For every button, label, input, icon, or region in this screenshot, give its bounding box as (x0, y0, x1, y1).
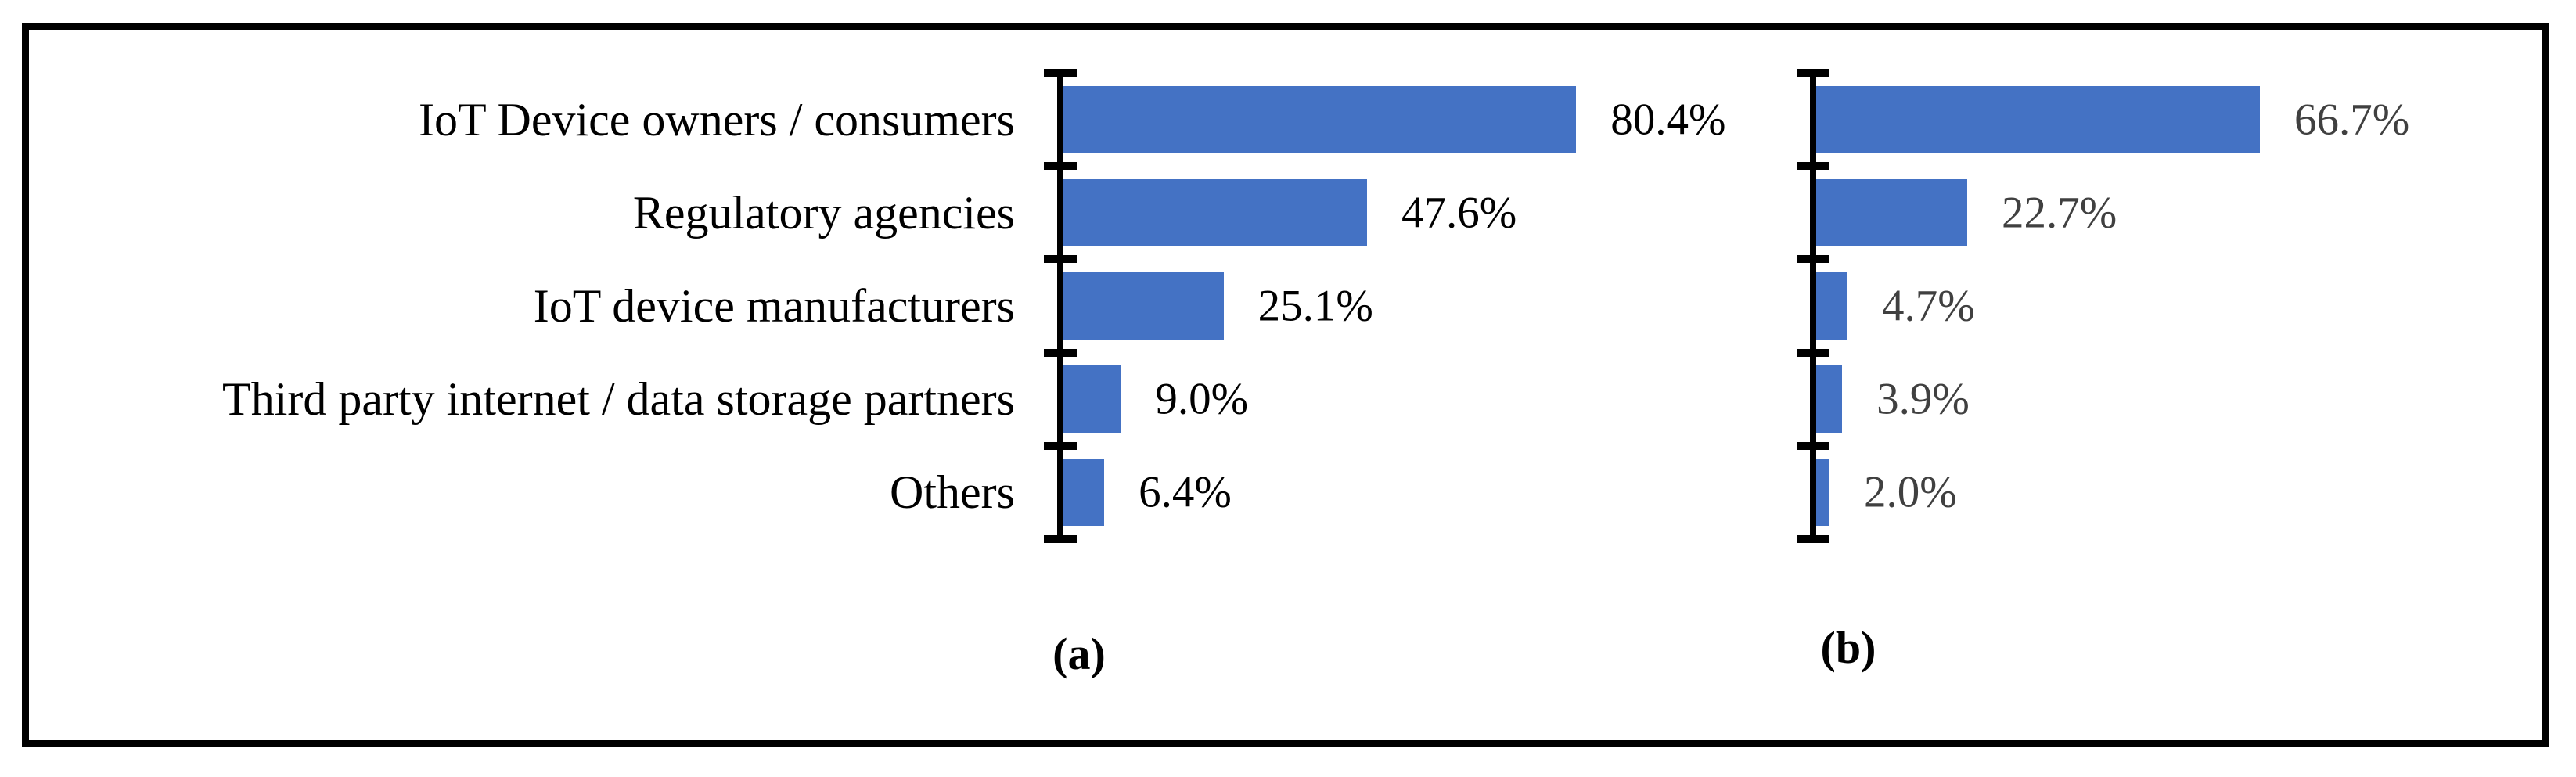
category-label: Others (890, 466, 1015, 519)
axis-tick (1797, 441, 1829, 450)
bar (1063, 272, 1224, 340)
axis-tick (1044, 535, 1077, 543)
bar (1816, 459, 1829, 527)
figure-frame (22, 23, 2549, 747)
value-label: 3.9% (1876, 374, 1970, 424)
bar (1063, 365, 1121, 433)
caption-a: (a) (1052, 628, 1106, 679)
category-label: IoT Device owners / consumers (418, 93, 1015, 146)
value-label: 25.1% (1257, 281, 1373, 331)
axis-tick (1044, 69, 1077, 77)
bar (1063, 459, 1105, 527)
value-label: 4.7% (1881, 281, 1975, 331)
axis-tick (1044, 162, 1077, 171)
y-axis-line (1057, 69, 1063, 543)
value-label: 66.7% (2294, 95, 2410, 145)
axis-tick (1044, 255, 1077, 264)
category-label: Third party internet / data storage part… (222, 373, 1015, 426)
category-label: Regulatory agencies (632, 186, 1015, 239)
axis-tick (1797, 348, 1829, 357)
axis-tick (1797, 162, 1829, 171)
caption-b: (b) (1820, 622, 1876, 673)
value-label: 6.4% (1139, 467, 1232, 517)
bar (1816, 272, 1847, 340)
value-label: 80.4% (1610, 95, 1726, 145)
bar (1816, 85, 2260, 153)
bar (1816, 178, 1967, 246)
value-label: 22.7% (2001, 188, 2117, 238)
bar (1063, 178, 1367, 246)
axis-tick (1044, 441, 1077, 450)
category-label: IoT device manufacturers (533, 280, 1015, 332)
y-axis-line (1810, 69, 1816, 543)
value-label: 2.0% (1864, 467, 1957, 517)
bar (1816, 365, 1843, 433)
value-label: 47.6% (1401, 188, 1517, 238)
axis-tick (1797, 69, 1829, 77)
axis-tick (1797, 255, 1829, 264)
bar (1063, 85, 1577, 153)
value-label: 9.0% (1155, 374, 1249, 424)
axis-tick (1797, 535, 1829, 543)
axis-tick (1044, 348, 1077, 357)
